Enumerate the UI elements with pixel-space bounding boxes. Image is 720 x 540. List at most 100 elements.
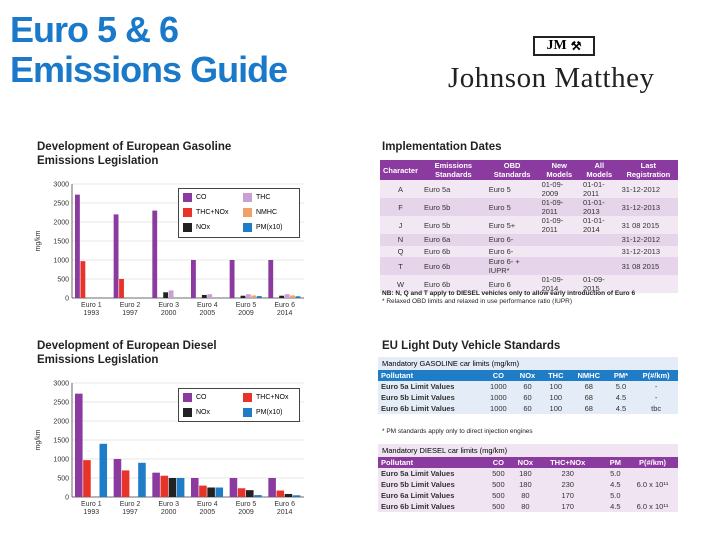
x-tick-label: Euro 5 [236, 501, 257, 508]
legend-label: NOx [196, 224, 210, 231]
table-cell [595, 501, 604, 512]
table-cell: Euro 6- [485, 245, 539, 257]
col-header: CO [483, 370, 514, 381]
x-tick-label: 1997 [122, 310, 138, 317]
col-header: All Models [579, 160, 619, 180]
table-cell: 1000 [483, 392, 514, 403]
table-cell: Euro 5b Limit Values [378, 479, 486, 490]
jm-logo: JM ⚒ [533, 36, 595, 56]
gasoline-legend: CO THC THC+NOx NMHC NOx PM(x10) [178, 188, 300, 238]
bar-co [229, 478, 238, 497]
legend-swatch-thc [243, 193, 252, 202]
table-cell: 31 08 2015 [618, 257, 678, 275]
table-cell: 230 [539, 468, 596, 479]
company-name: Johnson Matthey [448, 62, 655, 94]
diesel-legend: CO THC+NOx NOx PM(x10) [178, 388, 300, 422]
x-tick-label: 2000 [161, 509, 177, 516]
bar-co [113, 459, 122, 497]
legend-swatch-pm [243, 408, 252, 417]
gasoline-limits-table: Pollutant CO NOx THC NMHC PM* P(#/km) Eu… [378, 370, 678, 414]
table-cell: 01-09-2014 [538, 275, 580, 293]
bar-nox [240, 295, 246, 298]
table-row: Euro 5b Limit Values 1000 60 100 68 4.5- [378, 392, 678, 403]
bar-co [191, 260, 196, 298]
y-tick-label: 2000 [53, 220, 69, 227]
table-cell: Euro 6- + IUPR* [485, 257, 539, 275]
col-header: THC+NOx [539, 457, 596, 468]
bar-thc [207, 294, 213, 298]
table-cell: 68 [569, 381, 608, 392]
col-header: Emissions Standards [421, 160, 486, 180]
table-cell: Euro 5b [421, 198, 486, 216]
legend-swatch-nox [183, 223, 192, 232]
table-cell: Euro 6b [421, 257, 486, 275]
table-cell: tbc [634, 403, 678, 414]
legend-pm: PM(x10) [243, 223, 282, 232]
table-cell: 01-09-2009 [538, 180, 580, 198]
legend-label: PM(x10) [256, 224, 283, 231]
table-cell: 01-09-2015 [579, 275, 619, 293]
table-cell: Euro 5a Limit Values [378, 468, 486, 479]
gasoline-title-line2: Emissions Legislation [37, 155, 159, 167]
y-tick-label: 1500 [53, 438, 69, 445]
bar-co [191, 478, 199, 497]
jm-logo-text: JM [546, 38, 567, 53]
y-tick-label: 1500 [53, 239, 69, 246]
table-cell: 180 [510, 479, 540, 490]
x-tick-label: 1993 [84, 310, 100, 317]
table-cell: 1000 [483, 403, 514, 414]
legend-swatch-co [183, 393, 192, 402]
bar-co [152, 210, 158, 298]
bar-nmhc [290, 295, 295, 298]
bar-pm-x10- [256, 296, 262, 298]
table-cell [579, 245, 619, 257]
table-cell: Euro 6b Limit Values [378, 501, 486, 512]
y-tick-label: 3000 [53, 182, 69, 189]
legend-nox: NOx [183, 223, 210, 232]
table-cell: Euro 6a Limit Values [378, 490, 486, 501]
bar-thc-nox [121, 470, 130, 497]
table-cell [626, 490, 678, 501]
legend-swatch-pm [243, 223, 252, 232]
col-header: NMHC [569, 370, 608, 381]
x-tick-label: 2005 [200, 509, 216, 516]
table-cell [595, 490, 604, 501]
bar-nox [201, 294, 207, 298]
table-cell: Euro 6b Limit Values [378, 403, 484, 414]
legend-nox: NOx [183, 408, 210, 417]
y-tick-label: 500 [57, 277, 69, 284]
y-tick-label: 500 [57, 476, 69, 483]
table-cell: Euro 5a Limit Values [378, 381, 484, 392]
legend-swatch-nmhc [243, 208, 252, 217]
x-tick-label: Euro 6 [274, 501, 295, 508]
bar-pm-x10- [99, 443, 108, 497]
col-header: PM [603, 457, 627, 468]
table-cell [595, 468, 604, 479]
col-header: Pollutant [378, 370, 484, 381]
table-cell: 6.0 x 10¹¹ [626, 479, 678, 490]
legend-label: THC+NOx [196, 209, 229, 216]
col-header [595, 457, 604, 468]
x-tick-label: Euro 4 [197, 501, 218, 508]
y-tick-label: 2500 [53, 201, 69, 208]
table-cell [618, 275, 678, 293]
x-tick-label: Euro 1 [81, 501, 102, 508]
table-cell: 500 [485, 468, 511, 479]
bar-pm-x10- [176, 478, 185, 497]
col-header: NOx [510, 457, 540, 468]
bar-nox [168, 478, 177, 497]
table-row: W Euro 6b Euro 6 01-09-2014 01-09-2015 [380, 275, 678, 293]
table-cell: - [634, 392, 678, 403]
table-cell: 31-12-2013 [618, 198, 678, 216]
x-tick-label: Euro 2 [120, 501, 141, 508]
table-cell: 500 [485, 490, 511, 501]
implementation-note-2: * Relaxed OBD limits and relaxed in use … [382, 298, 573, 305]
table-cell: 01-01-2013 [579, 198, 619, 216]
table-cell: Euro 6a [421, 234, 486, 246]
diesel-limits-header-row: Pollutant CO NOx THC+NOx PM P(#/km) [378, 457, 678, 468]
table-cell: 31-12-2012 [618, 180, 678, 198]
legend-pm: PM(x10) [243, 408, 282, 417]
table-cell: 01-01-2014 [579, 216, 619, 234]
bar-nox [163, 292, 169, 298]
table-cell: Euro 5 [485, 198, 539, 216]
